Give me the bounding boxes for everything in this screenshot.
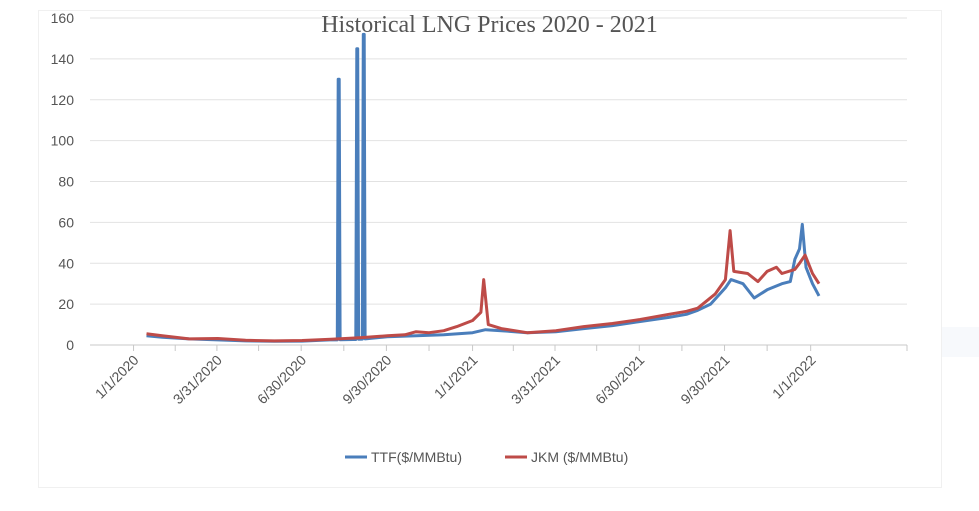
y-tick-label: 0	[66, 337, 74, 353]
y-tick-label: 160	[51, 10, 75, 26]
x-tick-label: 3/31/2020	[170, 352, 226, 408]
x-tick-label: 6/30/2021	[592, 352, 648, 408]
chart-title: Historical LNG Prices 2020 - 2021	[321, 12, 658, 38]
x-tick-label: 1/1/2020	[92, 352, 142, 402]
legend: TTF($/MMBtu) JKM ($/MMBtu)	[345, 449, 628, 465]
series-lines	[146, 32, 821, 343]
y-tick-label: 80	[58, 174, 74, 190]
y-tick-label: 100	[51, 133, 75, 149]
legend-label-jkm: JKM ($/MMBtu)	[531, 449, 628, 465]
y-tick-label: 40	[58, 255, 74, 271]
side-panel-tab[interactable]	[942, 327, 979, 357]
x-axis: 1/1/2020 3/31/2020 6/30/2020 9/30/2020 1/1/2…	[92, 345, 908, 408]
y-tick-label: 60	[58, 214, 74, 230]
x-tick-label: 6/30/2020	[254, 352, 310, 408]
y-tick-label: 20	[58, 296, 74, 312]
gridlines	[90, 17, 907, 346]
x-tick-label: 1/1/2021	[431, 352, 481, 402]
chart-frame	[38, 10, 942, 488]
x-tick-label: 3/31/2021	[508, 352, 564, 408]
legend-label-ttf: TTF($/MMBtu)	[371, 449, 462, 465]
y-tick-label: 120	[51, 92, 75, 108]
x-tick-label: 9/30/2021	[677, 352, 733, 408]
y-tick-label: 140	[51, 51, 75, 67]
series-line-jkm	[146, 229, 821, 343]
y-axis: 0 20 40 60 80 100 120 140 160	[51, 10, 75, 353]
x-tick-label: 9/30/2020	[339, 352, 395, 408]
x-tick-label: 1/1/2022	[769, 352, 819, 402]
